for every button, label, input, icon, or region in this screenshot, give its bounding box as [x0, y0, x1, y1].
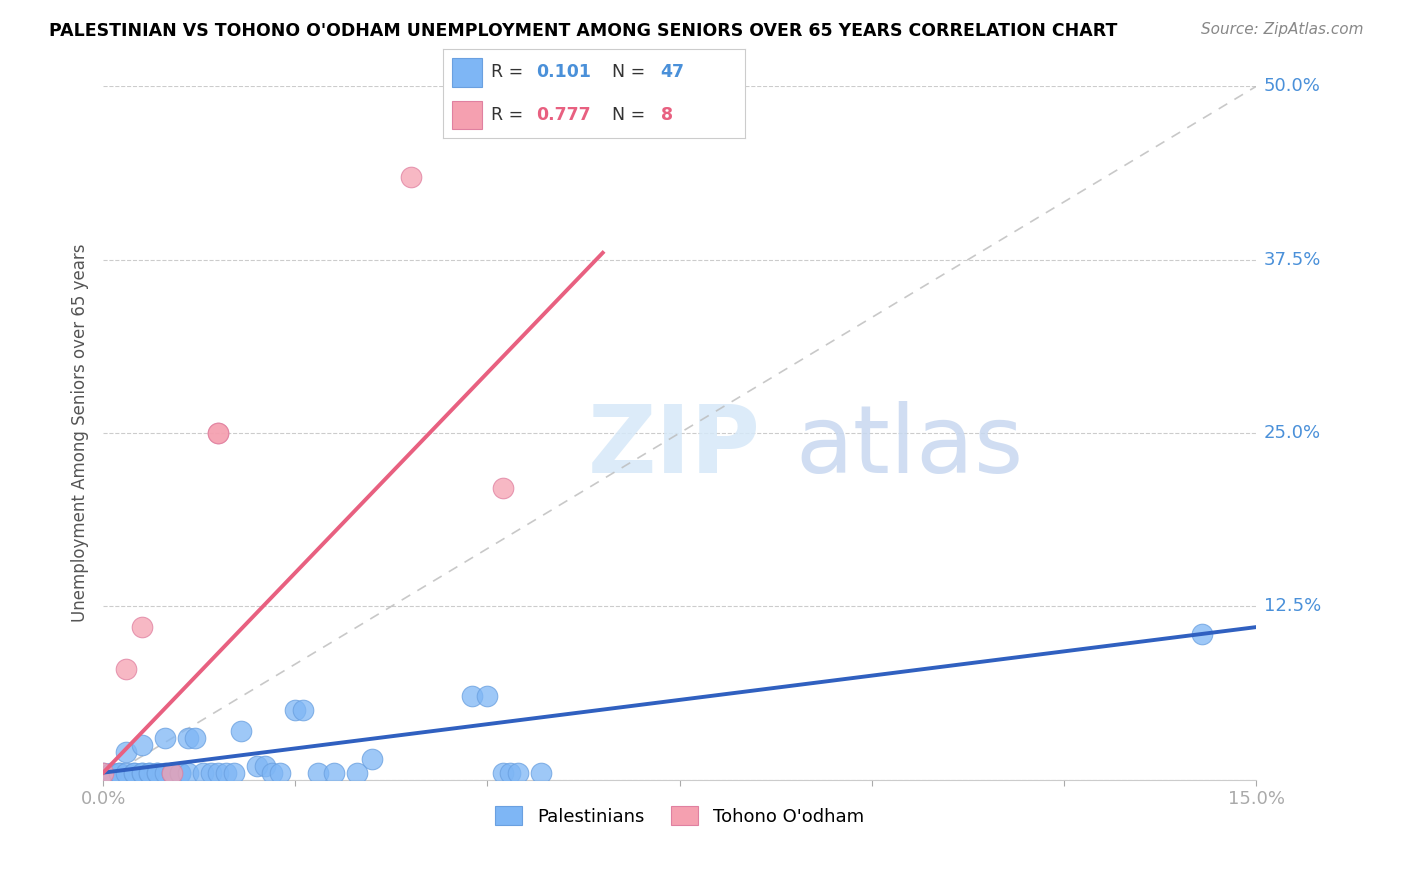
Point — [346, 765, 368, 780]
Point — [291, 703, 314, 717]
Point — [461, 690, 484, 704]
Point — [262, 765, 284, 780]
Point — [1191, 627, 1213, 641]
Point — [146, 765, 169, 780]
Point — [169, 765, 191, 780]
Point — [115, 662, 138, 676]
Point — [169, 765, 191, 780]
Text: atlas: atlas — [794, 401, 1024, 493]
Point — [399, 169, 422, 184]
Point — [200, 765, 222, 780]
Point — [91, 765, 114, 780]
Text: N =: N = — [612, 106, 645, 124]
Point — [184, 731, 207, 745]
Point — [508, 765, 530, 780]
Point — [131, 738, 153, 752]
Point — [91, 765, 114, 780]
Point — [492, 482, 515, 496]
Point — [492, 765, 515, 780]
Point — [176, 731, 198, 745]
Text: 0.777: 0.777 — [537, 106, 592, 124]
Point — [122, 765, 145, 780]
Point — [207, 425, 229, 440]
Text: 12.5%: 12.5% — [1264, 598, 1322, 615]
Text: R =: R = — [491, 106, 523, 124]
Text: 25.0%: 25.0% — [1264, 424, 1320, 442]
Point — [115, 745, 138, 759]
Point — [222, 765, 245, 780]
Text: ZIP: ZIP — [588, 401, 761, 493]
Text: N =: N = — [612, 63, 645, 81]
Point — [131, 765, 153, 780]
Text: PALESTINIAN VS TOHONO O'ODHAM UNEMPLOYMENT AMONG SENIORS OVER 65 YEARS CORRELATI: PALESTINIAN VS TOHONO O'ODHAM UNEMPLOYME… — [49, 22, 1118, 40]
Point — [176, 765, 198, 780]
Legend: Palestinians, Tohono O'odham: Palestinians, Tohono O'odham — [488, 799, 872, 833]
Point — [307, 765, 329, 780]
Point — [246, 758, 269, 772]
Text: 50.0%: 50.0% — [1264, 78, 1320, 95]
Point — [153, 765, 176, 780]
Point — [477, 690, 499, 704]
Point — [207, 425, 229, 440]
Point — [361, 752, 384, 766]
Point — [215, 765, 238, 780]
Text: 47: 47 — [661, 63, 685, 81]
Text: 37.5%: 37.5% — [1264, 251, 1322, 268]
Point — [138, 765, 160, 780]
Point — [131, 765, 153, 780]
Text: Source: ZipAtlas.com: Source: ZipAtlas.com — [1201, 22, 1364, 37]
Bar — [451, 58, 482, 87]
Point — [162, 765, 184, 780]
Point — [122, 765, 145, 780]
Point — [107, 765, 129, 780]
Point — [231, 724, 253, 739]
Point — [153, 731, 176, 745]
Point — [115, 765, 138, 780]
Point — [284, 703, 307, 717]
Point — [100, 765, 122, 780]
Point — [131, 620, 153, 634]
Point — [253, 758, 276, 772]
Point — [162, 765, 184, 780]
Text: R =: R = — [491, 63, 523, 81]
Y-axis label: Unemployment Among Seniors over 65 years: Unemployment Among Seniors over 65 years — [72, 244, 89, 623]
Point — [162, 765, 184, 780]
Point — [107, 765, 129, 780]
Point — [322, 765, 344, 780]
Point — [499, 765, 522, 780]
Point — [146, 765, 169, 780]
Point — [207, 765, 229, 780]
Text: 8: 8 — [661, 106, 672, 124]
Point — [269, 765, 291, 780]
Point — [191, 765, 214, 780]
Text: 0.101: 0.101 — [537, 63, 592, 81]
Bar — [451, 101, 482, 129]
Point — [530, 765, 553, 780]
Point — [138, 765, 160, 780]
